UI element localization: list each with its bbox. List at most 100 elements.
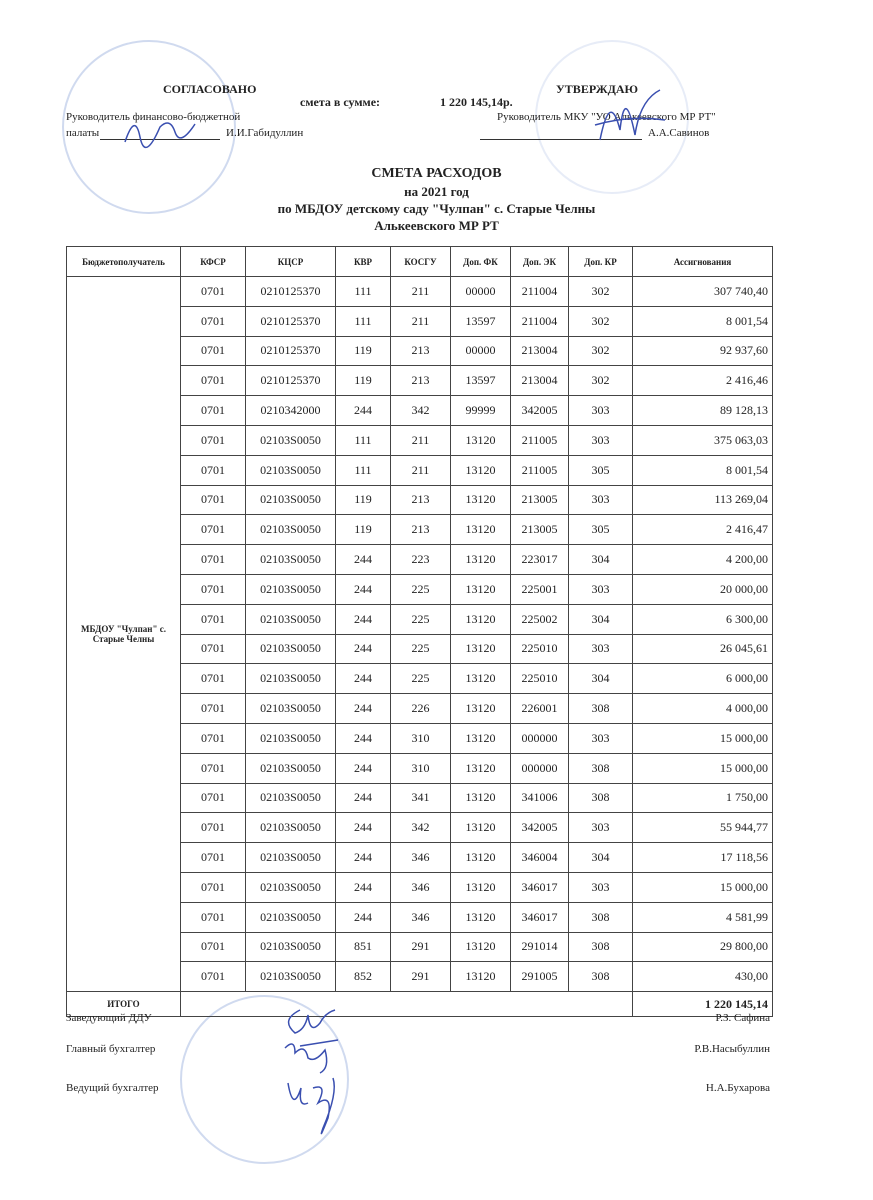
cell-kvr: 851	[335, 931, 391, 963]
cell-kcsr: 02103S0050	[245, 752, 336, 784]
cell-kcsr: 02103S0050	[245, 573, 336, 605]
cell-kosgu: 211	[390, 305, 451, 337]
cell-kvr: 244	[335, 663, 391, 695]
approval-left-position-2: палаты	[66, 127, 100, 139]
cell-dop-kr: 304	[568, 663, 633, 695]
cell-allocation: 55 944,77	[632, 812, 773, 844]
cell-kvr: 244	[335, 782, 391, 814]
cell-kvr: 244	[335, 395, 391, 426]
cell-dop-ek: 346017	[510, 901, 569, 933]
cell-kosgu: 346	[390, 842, 451, 873]
cell-dop-kr: 304	[568, 842, 633, 873]
cell-dop-ek: 211005	[510, 424, 569, 456]
cell-kosgu: 310	[390, 752, 451, 784]
cell-kfsr: 0701	[180, 424, 246, 456]
cell-kfsr: 0701	[180, 365, 246, 397]
cell-dop-ek: 213005	[510, 484, 569, 516]
signature-line-left	[100, 139, 220, 140]
cell-dop-ek: 291014	[510, 931, 569, 963]
cell-kfsr: 0701	[180, 931, 246, 963]
cell-kosgu: 223	[390, 544, 451, 575]
cell-dop-kr: 305	[568, 514, 633, 546]
table-header-row: Бюджетополучатель КФСР КЦСР КВР КОСГУ Доп. ФК…	[66, 246, 773, 277]
signatory-name: Р.В.Насыбуллин	[694, 1043, 770, 1055]
signatory-position: Ведущий бухгалтер	[66, 1082, 159, 1094]
cell-dop-ek: 000000	[510, 722, 569, 754]
cell-kosgu: 213	[390, 514, 451, 546]
cell-kfsr: 0701	[180, 633, 246, 665]
cell-kcsr: 02103S0050	[245, 961, 336, 993]
cell-dop-fk: 13120	[450, 961, 511, 993]
document-year: на 2021 год	[404, 184, 469, 199]
header-kcsr: КЦСР	[245, 246, 336, 277]
cell-allocation: 20 000,00	[632, 573, 773, 605]
cell-kfsr: 0701	[180, 663, 246, 695]
cell-kosgu: 213	[390, 335, 451, 367]
cell-kosgu: 225	[390, 573, 451, 605]
cell-kfsr: 0701	[180, 335, 246, 367]
cell-kcsr: 02103S0050	[245, 544, 336, 575]
cell-allocation: 430,00	[632, 961, 773, 993]
cell-dop-kr: 304	[568, 603, 633, 635]
cell-dop-fk: 13120	[450, 842, 511, 873]
cell-kfsr: 0701	[180, 276, 246, 307]
cell-allocation: 29 800,00	[632, 931, 773, 963]
cell-dop-kr: 302	[568, 335, 633, 367]
header-kosgu: КОСГУ	[390, 246, 451, 277]
cell-dop-fk: 00000	[450, 276, 511, 307]
cell-dop-ek: 342005	[510, 395, 569, 426]
cell-kosgu: 213	[390, 484, 451, 516]
cell-dop-ek: 211004	[510, 276, 569, 307]
table-row: 0701 02103S0050 244 310 13120 000000 303 15 000…	[67, 722, 773, 754]
header-dop-ek: Доп. ЭК	[510, 246, 569, 277]
cell-kfsr: 0701	[180, 871, 246, 903]
cell-dop-ek: 213004	[510, 335, 569, 367]
table-row: 0701 02103S0050 244 341 13120 341006 308 1 750,…	[67, 782, 773, 814]
cell-dop-ek: 225002	[510, 603, 569, 635]
cell-allocation: 6 300,00	[632, 603, 773, 635]
table-row: 0701 0210125370 111 211 13597 211004 302 8 001,…	[67, 305, 773, 337]
cell-kcsr: 02103S0050	[245, 842, 336, 873]
cell-kosgu: 213	[390, 365, 451, 397]
table-row: МБДОУ "Чулпан" с. Старые Челны 0701 021012…	[66, 275, 773, 993]
cell-kvr: 244	[335, 573, 391, 605]
table-row: 0701 02103S0050 244 310 13120 000000 308 15 000…	[67, 752, 773, 784]
cell-dop-ek: 211005	[510, 454, 569, 486]
signatory-name: Р.З. Сафина	[715, 1012, 770, 1024]
cell-allocation: 26 045,61	[632, 633, 773, 665]
cell-dop-fk: 13120	[450, 722, 511, 754]
stamp-left	[62, 40, 236, 214]
cell-kcsr: 02103S0050	[245, 812, 336, 844]
cell-dop-fk: 99999	[450, 395, 511, 426]
table-row: 0701 02103S0050 244 346 13120 346004 304 17 118…	[67, 842, 773, 873]
cell-kvr: 111	[335, 276, 391, 307]
cell-allocation: 2 416,47	[632, 514, 773, 546]
cell-kvr: 111	[335, 424, 391, 456]
header-kfsr: КФСР	[180, 246, 246, 277]
cell-kcsr: 02103S0050	[245, 663, 336, 695]
cell-kfsr: 0701	[180, 842, 246, 873]
cell-dop-fk: 13120	[450, 752, 511, 784]
cell-dop-ek: 346017	[510, 871, 569, 903]
cell-allocation: 17 118,56	[632, 842, 773, 873]
cell-kosgu: 225	[390, 603, 451, 635]
cell-kfsr: 0701	[180, 603, 246, 635]
cell-dop-kr: 303	[568, 573, 633, 605]
cell-kosgu: 310	[390, 722, 451, 754]
table-row: 0701 02103S0050 851 291 13120 291014 308 29 800…	[67, 931, 773, 963]
cell-dop-ek: 346004	[510, 842, 569, 873]
header-recipient: Бюджетополучатель	[66, 246, 181, 277]
cell-kcsr: 0210342000	[245, 395, 336, 426]
cell-allocation: 4 000,00	[632, 693, 773, 724]
header-dop-fk: Доп. ФК	[450, 246, 511, 277]
header-dop-kr: Доп. КР	[568, 246, 633, 277]
cell-dop-kr: 302	[568, 305, 633, 337]
cell-dop-ek: 223017	[510, 544, 569, 575]
cell-kosgu: 346	[390, 871, 451, 903]
approval-left-name: И.И.Габидуллин	[226, 127, 304, 139]
cell-kosgu: 225	[390, 663, 451, 695]
cell-kosgu: 226	[390, 693, 451, 724]
cell-allocation: 8 001,54	[632, 454, 773, 486]
table-row: 0701 02103S0050 111 211 13120 211005 303 375 06…	[67, 424, 773, 456]
cell-dop-kr: 305	[568, 454, 633, 486]
